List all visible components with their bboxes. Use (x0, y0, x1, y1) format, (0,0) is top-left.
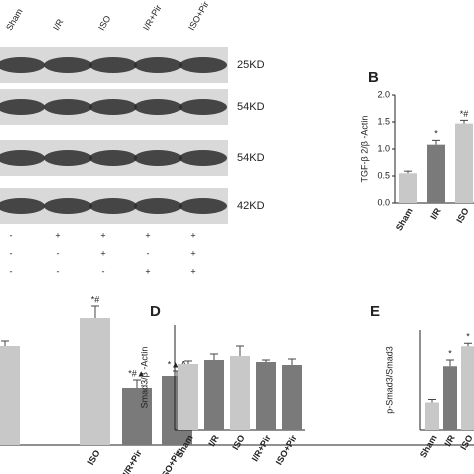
x-tick-label: ISO+Pir (274, 433, 299, 467)
y-tick-label: 1.5 (377, 116, 390, 126)
treatment-sign: + (100, 230, 105, 240)
annotation: * (466, 332, 470, 342)
lane-label: I/R (51, 17, 66, 32)
band (0, 99, 45, 115)
band (179, 57, 227, 73)
band-size: 42KD (237, 200, 265, 212)
bar (455, 123, 473, 203)
annotation: *# (460, 109, 469, 119)
lane-label: ISO+Pir (186, 0, 211, 32)
bar (80, 318, 110, 445)
panel-letter: B (368, 69, 379, 86)
treatment-sign: + (55, 230, 60, 240)
annotation: *#▲ (128, 368, 145, 378)
y-tick-label: 2.0 (377, 89, 390, 99)
band (179, 150, 227, 166)
treatment-sign: - (57, 248, 60, 258)
bar (122, 388, 152, 445)
treatment-sign: - (147, 248, 150, 258)
band-size: 25KD (237, 59, 265, 71)
x-tick-label: ISO (230, 433, 246, 451)
x-tick-label: ISO (454, 206, 470, 224)
lane-label: Sham (4, 7, 24, 32)
x-tick-label: I/R (206, 433, 221, 448)
treatment-sign: + (190, 248, 195, 258)
annotation: * (434, 129, 438, 139)
y-tick-label: 1.0 (377, 143, 390, 153)
band (134, 99, 182, 115)
y-tick-label: 0.0 (377, 197, 390, 207)
treatment-sign: + (145, 230, 150, 240)
x-tick-label: ISO (85, 448, 101, 466)
lane-label: I/R+Pir (141, 3, 164, 32)
band (134, 57, 182, 73)
annotation: *# (91, 294, 100, 304)
x-tick-label: I/R+Pir (121, 448, 144, 474)
annotation: * (448, 348, 452, 358)
band (134, 198, 182, 214)
bar (178, 364, 198, 430)
y-axis-label: p-Smad3/Smad3 (384, 346, 394, 414)
treatment-sign: + (190, 230, 195, 240)
annotation: *▲Δ (168, 359, 186, 369)
y-tick-label: 0.5 (377, 170, 390, 180)
bar (399, 173, 417, 203)
band-size: 54KD (237, 152, 265, 164)
band (44, 150, 92, 166)
bar (461, 346, 474, 430)
treatment-sign: - (102, 266, 105, 276)
x-tick-label: ISO (458, 433, 474, 451)
band (0, 57, 45, 73)
x-tick-label: Sham (418, 433, 439, 459)
band (44, 198, 92, 214)
treatment-sign: - (10, 230, 13, 240)
band (89, 57, 137, 73)
band (89, 150, 137, 166)
y-axis-label: Smad3/β -Actin (139, 347, 149, 409)
bar (0, 346, 20, 445)
bar (425, 402, 439, 430)
treatment-sign: - (10, 266, 13, 276)
treatment-sign: + (145, 266, 150, 276)
band (89, 198, 137, 214)
band (0, 150, 45, 166)
x-tick-label: I/R (442, 433, 457, 448)
band-size: 54KD (237, 101, 265, 113)
band (0, 198, 45, 214)
treatment-sign: + (100, 248, 105, 258)
bar (204, 360, 224, 430)
bar (427, 144, 445, 203)
band (44, 57, 92, 73)
treatment-sign: + (190, 266, 195, 276)
panel-letter: D (150, 303, 161, 320)
lane-label: ISO (96, 14, 112, 32)
treatment-sign: - (57, 266, 60, 276)
band (44, 99, 92, 115)
band (179, 99, 227, 115)
bar (443, 366, 457, 430)
band (89, 99, 137, 115)
x-tick-label: I/R+Pir (250, 433, 273, 463)
x-tick-label: I/R (428, 206, 443, 221)
band (179, 198, 227, 214)
bar (282, 365, 302, 430)
treatment-sign: - (10, 248, 13, 258)
y-axis-label: TGF-β 2/β -Actin (359, 116, 369, 183)
panel-letter: E (370, 303, 380, 320)
x-tick-label: Sham (394, 206, 415, 232)
bar (256, 362, 276, 430)
bar (230, 356, 250, 430)
band (134, 150, 182, 166)
